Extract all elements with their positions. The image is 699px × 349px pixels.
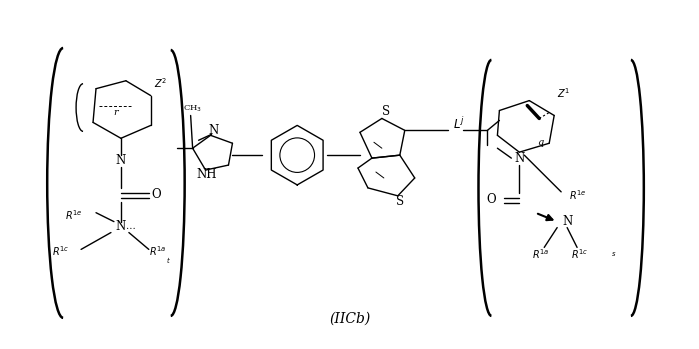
Text: $R^{1c}$: $R^{1c}$: [52, 245, 69, 258]
Text: ․․․: ․․․: [126, 222, 136, 231]
Text: N: N: [208, 124, 219, 137]
Text: $Z^2$: $Z^2$: [154, 76, 167, 90]
Text: S: S: [396, 195, 404, 208]
Text: NH: NH: [196, 169, 217, 181]
Text: N: N: [116, 220, 126, 233]
Text: $Z^1$: $Z^1$: [557, 86, 570, 99]
Text: $R^{1a}$: $R^{1a}$: [149, 245, 166, 258]
Text: q: q: [538, 138, 544, 147]
Text: $R^{1e}$: $R^{1e}$: [65, 208, 83, 222]
Text: $R^{1e}$: $R^{1e}$: [569, 188, 587, 202]
Text: S: S: [382, 105, 390, 118]
Text: $L^j$: $L^j$: [452, 117, 464, 132]
Text: CH$_3$: CH$_3$: [183, 103, 202, 114]
Text: N: N: [562, 215, 572, 228]
Text: $_s$: $_s$: [611, 250, 617, 259]
Text: r: r: [114, 108, 118, 117]
Text: O: O: [487, 193, 496, 206]
Text: O: O: [151, 188, 161, 201]
Text: (IICb): (IICb): [329, 312, 370, 326]
Text: $R^{1a}$: $R^{1a}$: [532, 247, 550, 261]
Text: N: N: [514, 151, 524, 165]
Text: $R^{1c}$: $R^{1c}$: [571, 247, 589, 261]
Text: $_t$: $_t$: [166, 257, 171, 266]
Text: N: N: [116, 154, 126, 166]
